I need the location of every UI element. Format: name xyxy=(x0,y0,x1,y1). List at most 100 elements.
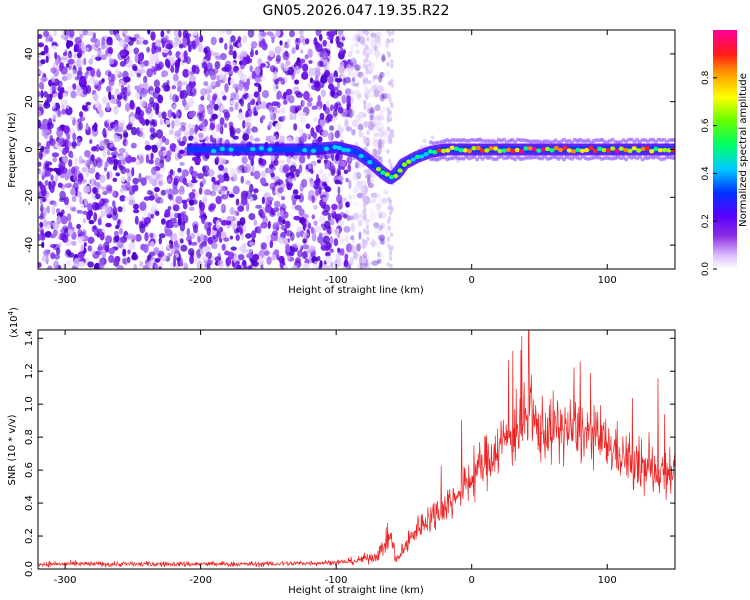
noise-blob xyxy=(201,61,208,69)
noise-blob xyxy=(157,261,164,269)
noise-blob xyxy=(327,212,332,222)
noise-blob xyxy=(55,208,61,214)
noise-blob xyxy=(148,159,154,165)
noise-blob xyxy=(293,112,297,121)
noise-blob xyxy=(146,68,154,78)
noise-blob xyxy=(215,55,221,60)
ridge-peak xyxy=(414,154,421,159)
noise-blob xyxy=(272,222,280,229)
noise-blob xyxy=(377,229,384,239)
noise-blob xyxy=(144,144,152,151)
ridge-peak xyxy=(627,148,633,153)
noise-blob xyxy=(268,121,273,129)
noise-blob xyxy=(362,262,371,269)
noise-blob xyxy=(294,204,302,211)
ridge-halo xyxy=(513,139,518,144)
noise-blob xyxy=(236,165,243,174)
noise-blob xyxy=(102,96,108,104)
noise-blob xyxy=(250,40,258,48)
noise-blob xyxy=(258,103,266,110)
ridge-peak xyxy=(571,149,577,154)
noise-blob xyxy=(271,101,279,107)
noise-blob xyxy=(268,105,274,113)
noise-blob xyxy=(50,67,57,74)
noise-blob xyxy=(225,256,232,266)
noise-blob xyxy=(374,150,380,159)
ridge-peak xyxy=(540,147,546,152)
noise-blob xyxy=(211,230,218,236)
noise-blob xyxy=(147,190,153,195)
noise-blob xyxy=(391,30,395,36)
noise-blob xyxy=(203,68,210,77)
noise-blob xyxy=(189,128,194,136)
noise-blob xyxy=(302,262,310,269)
noise-blob xyxy=(246,78,250,86)
noise-blob xyxy=(240,62,245,70)
noise-blob xyxy=(142,243,149,253)
noise-blob xyxy=(135,106,141,115)
ridge-halo xyxy=(610,137,615,142)
noise-blob xyxy=(346,214,351,221)
bottom-multiplier-label: (x104) xyxy=(7,307,20,338)
ridge-peak xyxy=(250,146,256,152)
noise-blob xyxy=(179,90,184,100)
noise-blob xyxy=(219,157,226,165)
noise-blob xyxy=(311,195,316,204)
noise-blob xyxy=(160,218,166,225)
noise-blob xyxy=(381,53,386,63)
ridge-peak xyxy=(345,148,351,153)
noise-blob xyxy=(344,234,349,243)
noise-blob xyxy=(150,213,155,219)
noise-blob xyxy=(232,135,239,140)
noise-blob xyxy=(125,168,130,173)
noise-blob xyxy=(371,123,375,133)
noise-blob xyxy=(181,81,188,86)
noise-blob xyxy=(222,74,227,83)
noise-blob xyxy=(329,235,334,245)
noise-blob xyxy=(210,36,217,46)
noise-blob xyxy=(363,198,368,203)
noise-blob xyxy=(178,149,185,154)
noise-blob xyxy=(362,63,366,69)
noise-blob xyxy=(351,129,356,136)
noise-blob xyxy=(132,177,140,185)
noise-blob xyxy=(380,240,387,246)
noise-blob xyxy=(97,243,103,250)
noise-blob xyxy=(215,195,222,205)
noise-blob xyxy=(61,109,67,115)
noise-blob xyxy=(158,149,164,158)
noise-blob xyxy=(167,50,173,56)
noise-blob xyxy=(240,139,248,145)
noise-blob xyxy=(220,203,224,210)
noise-blob xyxy=(271,254,277,261)
snr-line xyxy=(38,330,675,568)
noise-blob xyxy=(228,121,234,128)
noise-blob xyxy=(362,215,366,221)
noise-blob xyxy=(243,265,249,269)
noise-blob xyxy=(363,121,367,127)
noise-blob xyxy=(369,114,374,121)
noise-blob xyxy=(253,219,258,227)
noise-blob xyxy=(291,47,296,55)
noise-blob xyxy=(371,36,377,46)
noise-blob xyxy=(355,243,361,252)
noise-blob xyxy=(108,58,115,65)
noise-blob xyxy=(174,243,181,248)
noise-blob xyxy=(142,39,149,45)
noise-blob xyxy=(51,180,56,189)
noise-blob xyxy=(382,130,387,138)
noise-blob xyxy=(134,215,139,225)
noise-blob xyxy=(430,135,435,140)
noise-blob xyxy=(362,30,366,34)
ridge-halo xyxy=(637,154,642,159)
ridge-peak xyxy=(588,146,594,151)
ridge-halo xyxy=(532,139,536,144)
ridge-peak xyxy=(410,157,416,162)
noise-blob xyxy=(105,184,113,192)
noise-blob xyxy=(252,253,260,261)
noise-blob xyxy=(64,183,72,189)
noise-blob xyxy=(149,232,154,239)
noise-blob xyxy=(106,118,111,124)
noise-blob xyxy=(52,243,60,251)
noise-blob xyxy=(285,220,291,229)
